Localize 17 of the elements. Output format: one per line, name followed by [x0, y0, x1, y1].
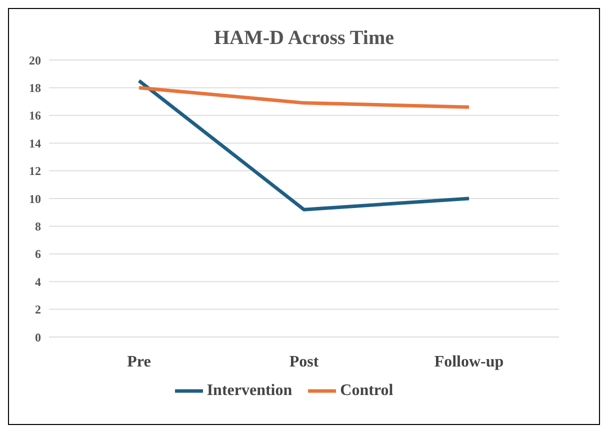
- y-tick-label: 8: [35, 219, 41, 234]
- x-tick-label: Post: [289, 353, 320, 370]
- y-tick-label: 6: [35, 247, 41, 262]
- y-tick-label: 20: [29, 53, 41, 68]
- x-tick-label: Follow-up: [434, 353, 504, 370]
- x-tick-label: Pre: [127, 353, 151, 370]
- y-tick-label: 12: [29, 164, 41, 178]
- chart-title: HAM-D Across Time: [213, 27, 395, 50]
- y-tick-label: 2: [35, 302, 41, 317]
- y-tick-label: 14: [29, 136, 41, 150]
- y-tick-label: 18: [29, 80, 41, 95]
- y-tick-label: 4: [35, 274, 41, 289]
- legend-label: Intervention: [206, 382, 292, 400]
- y-tick-label: 10: [29, 192, 41, 206]
- legend-label: Control: [339, 382, 394, 400]
- y-tick-label: 16: [29, 108, 41, 123]
- y-tick-label: 0: [35, 330, 41, 344]
